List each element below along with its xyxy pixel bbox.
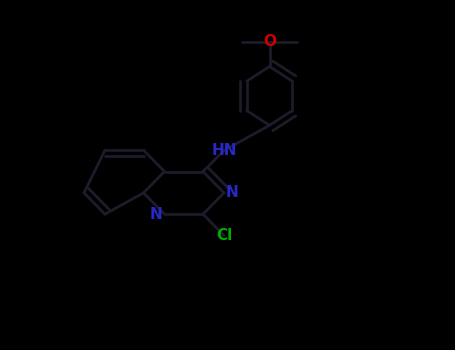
Text: Cl: Cl (216, 228, 232, 243)
Text: O: O (263, 35, 276, 49)
Text: N: N (150, 207, 163, 222)
Text: N: N (226, 186, 238, 200)
Text: HN: HN (211, 143, 237, 158)
